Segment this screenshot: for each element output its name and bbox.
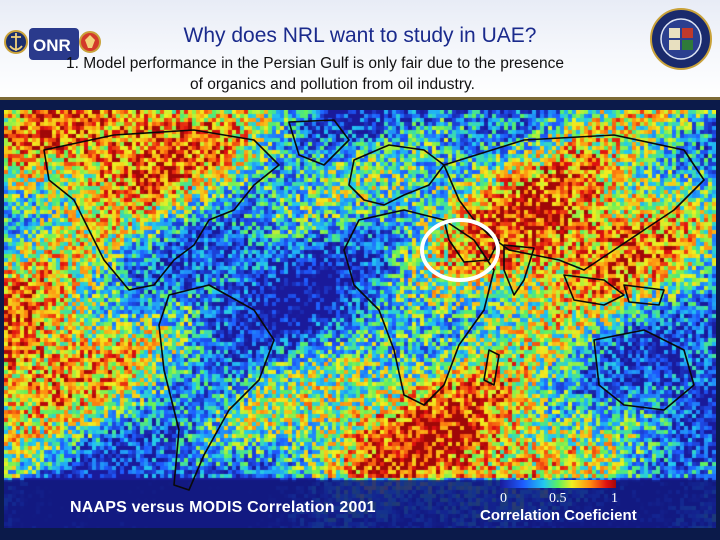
map-caption: NAAPS versus MODIS Correlation 2001 [70, 499, 376, 516]
colorbar-tick-min: 0 [500, 491, 507, 506]
bullet-line-2: of organics and pollution from oil indus… [190, 76, 475, 93]
slide-title: Why does NRL want to study in UAE? [183, 24, 537, 47]
slide-header: ONR Why does NRL want to study in UAE? 1… [0, 0, 720, 100]
persian-gulf-highlight-circle [420, 218, 500, 282]
colorbar-tick-mid: 0.5 [549, 491, 567, 506]
nrl-seal-icon [650, 8, 712, 70]
bullet-line-1: 1. Model performance in the Persian Gulf… [66, 55, 564, 72]
correlation-world-map [4, 110, 716, 528]
colorbar-title: Correlation Coeficient [480, 507, 637, 524]
onr-logo-text: ONR [33, 36, 71, 55]
onr-navy-logo-icon: ONR [4, 28, 101, 60]
colorbar [500, 480, 616, 488]
continent-outlines [43, 119, 705, 491]
header-divider [0, 97, 720, 100]
colorbar-tick-max: 1 [611, 491, 618, 506]
bullet-point: 1. Model performance in the Persian Gulf… [66, 53, 666, 95]
correlation-heatmap [4, 110, 716, 528]
